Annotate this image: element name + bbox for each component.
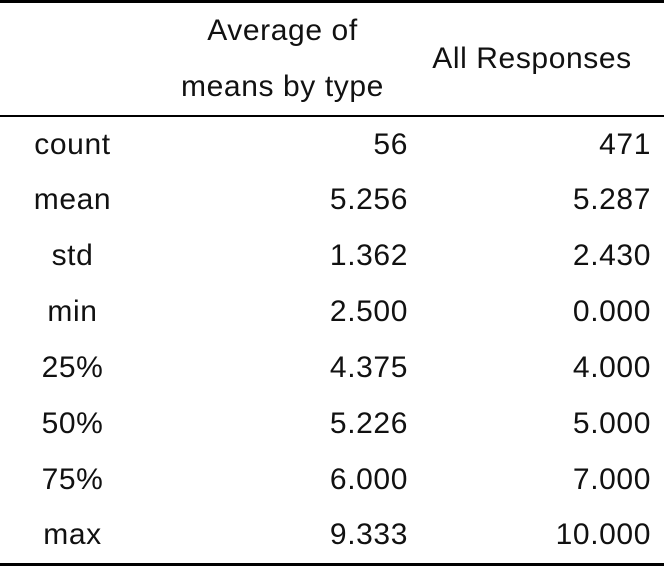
avg-means-value: 4.375	[329, 351, 408, 384]
table-row: count 56 471	[0, 116, 664, 172]
all-responses-value: 4.000	[572, 351, 651, 384]
all-responses-value: 10.000	[555, 518, 651, 552]
avg-means-value: 5.226	[329, 407, 408, 440]
avg-means-column-header: Average of means by type	[181, 14, 384, 103]
table-row: 25% 4.375 4.000	[0, 340, 664, 396]
all-responses-value: 471	[599, 127, 651, 161]
all-responses-value: 5.000	[572, 407, 651, 440]
avg-means-value: 56	[373, 127, 408, 161]
table-row: mean 5.256 5.287	[0, 172, 664, 228]
table-row: 50% 5.226 5.000	[0, 396, 664, 452]
avg-means-value: 9.333	[329, 518, 408, 552]
row-label: count	[34, 127, 111, 161]
avg-means-value: 5.256	[329, 183, 408, 216]
table-row: min 2.500 0.000	[0, 284, 664, 340]
table-row: max 9.333 10.000	[0, 508, 664, 564]
all-responses-value: 7.000	[572, 463, 651, 496]
row-label: 50%	[41, 407, 104, 440]
row-label: 75%	[41, 463, 104, 496]
table-row: 75% 6.000 7.000	[0, 452, 664, 508]
row-label: mean	[33, 183, 112, 216]
row-label: 25%	[41, 351, 104, 384]
table-row: std 1.362 2.430	[0, 228, 664, 284]
row-label: min	[47, 295, 98, 328]
avg-means-value: 1.362	[329, 239, 408, 272]
all-responses-column-header: All Responses	[432, 42, 632, 75]
avg-means-value: 2.500	[329, 295, 408, 328]
row-label: max	[43, 518, 102, 552]
all-responses-value: 0.000	[572, 295, 651, 328]
table-header-row: Average of means by type All Responses	[0, 2, 664, 117]
all-responses-value: 5.287	[572, 183, 651, 216]
row-label-column-header	[0, 2, 145, 117]
row-label: std	[51, 239, 94, 272]
all-responses-value: 2.430	[572, 239, 651, 272]
avg-means-value: 6.000	[329, 463, 408, 496]
